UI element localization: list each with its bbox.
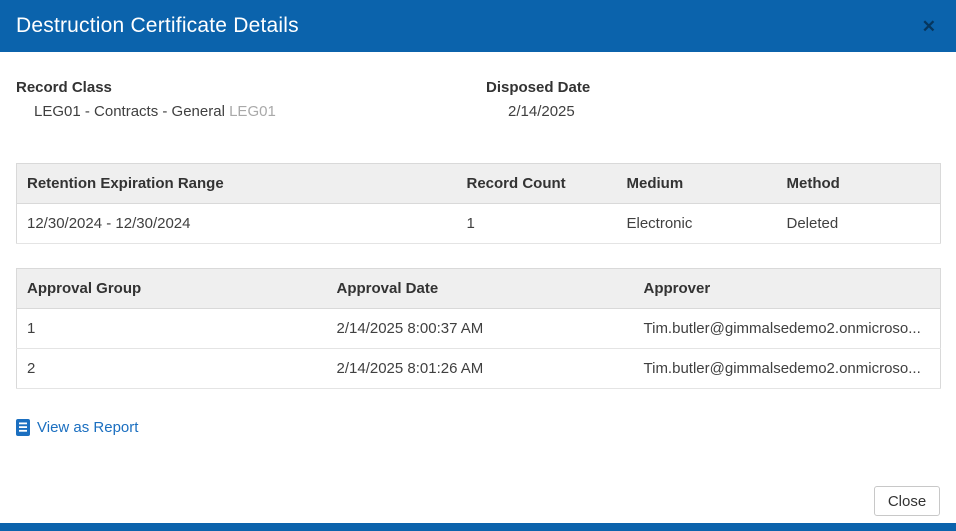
close-button[interactable]: Close bbox=[874, 486, 940, 516]
table-cell: Electronic bbox=[616, 203, 777, 244]
retention-table: Retention Expiration Range Record Count Me… bbox=[16, 163, 941, 244]
view-as-report-label: View as Report bbox=[37, 419, 139, 436]
column-header: Record Count bbox=[456, 163, 617, 204]
record-class-value: LEG01 - Contracts - General LEG01 bbox=[34, 103, 486, 120]
table-row: 2 2/14/2025 8:01:26 AM Tim.butler@gimmalse… bbox=[16, 348, 941, 389]
table-cell: Tim.butler@gimmalsedemo2.onmicroso... bbox=[633, 348, 941, 389]
summary-section: Record Class LEG01 - Contracts - General… bbox=[16, 79, 940, 120]
column-header: Approver bbox=[633, 268, 941, 309]
disposed-date-label: Disposed Date bbox=[486, 79, 591, 96]
modal-header: Destruction Certificate Details ✕ bbox=[0, 0, 956, 52]
view-as-report-link[interactable]: View as Report bbox=[16, 419, 138, 436]
retention-table-header-row: Retention Expiration Range Record Count Me… bbox=[16, 163, 941, 204]
column-header: Approval Date bbox=[326, 268, 634, 309]
table-cell: 1 bbox=[456, 203, 617, 244]
column-header: Method bbox=[776, 163, 941, 204]
record-class-name: LEG01 - Contracts - General bbox=[34, 103, 225, 120]
record-class-code: LEG01 bbox=[229, 103, 276, 120]
close-icon[interactable]: ✕ bbox=[921, 16, 936, 36]
report-icon bbox=[16, 419, 30, 436]
bottom-accent-bar bbox=[0, 523, 956, 531]
table-row: 12/30/2024 - 12/30/2024 1 Electronic Delete… bbox=[16, 203, 941, 244]
disposed-date-field: Disposed Date 2/14/2025 bbox=[486, 79, 940, 120]
column-header: Retention Expiration Range bbox=[16, 163, 457, 204]
table-row: 1 2/14/2025 8:00:37 AM Tim.butler@gimmalse… bbox=[16, 308, 941, 349]
table-cell: Tim.butler@gimmalsedemo2.onmicroso... bbox=[633, 308, 941, 349]
disposed-date-value: 2/14/2025 bbox=[508, 103, 575, 120]
column-header: Approval Group bbox=[16, 268, 327, 309]
record-class-label: Record Class bbox=[16, 79, 112, 96]
table-cell: 2/14/2025 8:00:37 AM bbox=[326, 308, 634, 349]
table-cell: 12/30/2024 - 12/30/2024 bbox=[16, 203, 457, 244]
record-class-field: Record Class LEG01 - Contracts - General… bbox=[16, 79, 486, 120]
approval-table-header-row: Approval Group Approval Date Approver bbox=[16, 268, 941, 309]
approval-table: Approval Group Approval Date Approver 1 2/1… bbox=[16, 268, 941, 389]
table-cell: 1 bbox=[16, 308, 327, 349]
modal-title: Destruction Certificate Details bbox=[16, 14, 299, 37]
column-header: Medium bbox=[616, 163, 777, 204]
table-cell: 2/14/2025 8:01:26 AM bbox=[326, 348, 634, 389]
table-cell: 2 bbox=[16, 348, 327, 389]
table-cell: Deleted bbox=[776, 203, 941, 244]
